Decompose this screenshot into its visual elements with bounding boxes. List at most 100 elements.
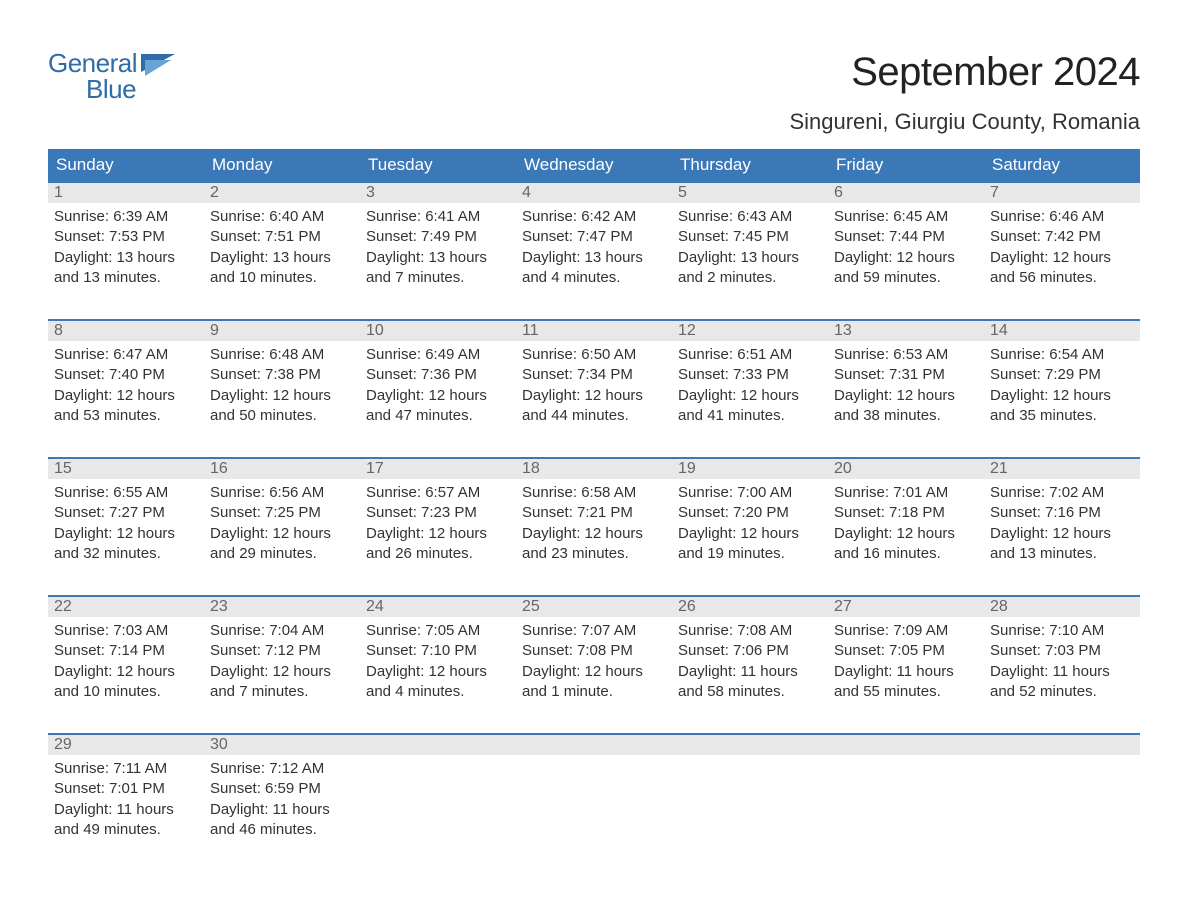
day-content: Sunrise: 6:40 AMSunset: 7:51 PMDaylight:… [204,203,360,292]
day-cell: 2Sunrise: 6:40 AMSunset: 7:51 PMDaylight… [204,183,360,301]
day-number: 11 [516,321,672,341]
day-number: 17 [360,459,516,479]
sunrise-text: Sunrise: 6:55 AM [54,483,198,503]
week-row: 29Sunrise: 7:11 AMSunset: 7:01 PMDayligh… [48,733,1140,853]
day-number: 4 [516,183,672,203]
daylight-text: Daylight: 11 hours and 52 minutes. [990,662,1134,703]
daylight-text: Daylight: 12 hours and 7 minutes. [210,662,354,703]
flag-icon [141,54,175,78]
weekday-header-row: Sunday Monday Tuesday Wednesday Thursday… [48,149,1140,181]
day-cell: 27Sunrise: 7:09 AMSunset: 7:05 PMDayligh… [828,597,984,715]
day-number: 24 [360,597,516,617]
day-number: 15 [48,459,204,479]
daylight-text: Daylight: 12 hours and 50 minutes. [210,386,354,427]
sunrise-text: Sunrise: 6:46 AM [990,207,1134,227]
daylight-text: Daylight: 11 hours and 49 minutes. [54,800,198,841]
day-number [828,735,984,755]
day-cell: 15Sunrise: 6:55 AMSunset: 7:27 PMDayligh… [48,459,204,577]
sunset-text: Sunset: 7:08 PM [522,641,666,661]
month-title: September 2024 [789,50,1140,95]
daylight-text: Daylight: 13 hours and 2 minutes. [678,248,822,289]
day-cell [984,735,1140,853]
daylight-text: Daylight: 12 hours and 47 minutes. [366,386,510,427]
week-row: 15Sunrise: 6:55 AMSunset: 7:27 PMDayligh… [48,457,1140,577]
day-number [360,735,516,755]
day-cell: 6Sunrise: 6:45 AMSunset: 7:44 PMDaylight… [828,183,984,301]
sunset-text: Sunset: 7:33 PM [678,365,822,385]
day-cell: 24Sunrise: 7:05 AMSunset: 7:10 PMDayligh… [360,597,516,715]
sunset-text: Sunset: 7:47 PM [522,227,666,247]
day-cell: 23Sunrise: 7:04 AMSunset: 7:12 PMDayligh… [204,597,360,715]
sunrise-text: Sunrise: 6:50 AM [522,345,666,365]
day-cell: 22Sunrise: 7:03 AMSunset: 7:14 PMDayligh… [48,597,204,715]
daylight-text: Daylight: 12 hours and 10 minutes. [54,662,198,703]
sunset-text: Sunset: 7:18 PM [834,503,978,523]
sunset-text: Sunset: 7:38 PM [210,365,354,385]
day-cell: 28Sunrise: 7:10 AMSunset: 7:03 PMDayligh… [984,597,1140,715]
day-cell: 21Sunrise: 7:02 AMSunset: 7:16 PMDayligh… [984,459,1140,577]
day-cell: 10Sunrise: 6:49 AMSunset: 7:36 PMDayligh… [360,321,516,439]
daylight-text: Daylight: 13 hours and 4 minutes. [522,248,666,289]
sunrise-text: Sunrise: 6:43 AM [678,207,822,227]
daylight-text: Daylight: 12 hours and 41 minutes. [678,386,822,427]
calendar: Sunday Monday Tuesday Wednesday Thursday… [48,149,1140,853]
location: Singureni, Giurgiu County, Romania [789,109,1140,135]
day-cell: 5Sunrise: 6:43 AMSunset: 7:45 PMDaylight… [672,183,828,301]
sunset-text: Sunset: 7:45 PM [678,227,822,247]
day-number: 8 [48,321,204,341]
sunset-text: Sunset: 7:23 PM [366,503,510,523]
sunrise-text: Sunrise: 6:53 AM [834,345,978,365]
sunset-text: Sunset: 7:03 PM [990,641,1134,661]
day-content: Sunrise: 6:49 AMSunset: 7:36 PMDaylight:… [360,341,516,430]
daylight-text: Daylight: 13 hours and 7 minutes. [366,248,510,289]
weekday-header: Monday [204,149,360,181]
sunrise-text: Sunrise: 6:56 AM [210,483,354,503]
day-cell: 4Sunrise: 6:42 AMSunset: 7:47 PMDaylight… [516,183,672,301]
day-content: Sunrise: 7:05 AMSunset: 7:10 PMDaylight:… [360,617,516,706]
day-content: Sunrise: 6:45 AMSunset: 7:44 PMDaylight:… [828,203,984,292]
daylight-text: Daylight: 12 hours and 38 minutes. [834,386,978,427]
sunrise-text: Sunrise: 6:41 AM [366,207,510,227]
sunrise-text: Sunrise: 6:58 AM [522,483,666,503]
day-number: 26 [672,597,828,617]
day-number: 9 [204,321,360,341]
brand-word2: Blue [86,76,137,102]
day-cell: 19Sunrise: 7:00 AMSunset: 7:20 PMDayligh… [672,459,828,577]
week-row: 8Sunrise: 6:47 AMSunset: 7:40 PMDaylight… [48,319,1140,439]
sunset-text: Sunset: 7:29 PM [990,365,1134,385]
day-number: 3 [360,183,516,203]
sunrise-text: Sunrise: 6:51 AM [678,345,822,365]
day-content: Sunrise: 6:58 AMSunset: 7:21 PMDaylight:… [516,479,672,568]
day-cell: 25Sunrise: 7:07 AMSunset: 7:08 PMDayligh… [516,597,672,715]
day-content: Sunrise: 6:46 AMSunset: 7:42 PMDaylight:… [984,203,1140,292]
day-number: 16 [204,459,360,479]
day-content: Sunrise: 6:54 AMSunset: 7:29 PMDaylight:… [984,341,1140,430]
sunset-text: Sunset: 7:25 PM [210,503,354,523]
day-number: 30 [204,735,360,755]
day-content: Sunrise: 7:08 AMSunset: 7:06 PMDaylight:… [672,617,828,706]
day-number: 28 [984,597,1140,617]
day-number: 10 [360,321,516,341]
day-content: Sunrise: 6:55 AMSunset: 7:27 PMDaylight:… [48,479,204,568]
sunrise-text: Sunrise: 7:04 AM [210,621,354,641]
day-content: Sunrise: 6:39 AMSunset: 7:53 PMDaylight:… [48,203,204,292]
daylight-text: Daylight: 12 hours and 23 minutes. [522,524,666,565]
daylight-text: Daylight: 12 hours and 16 minutes. [834,524,978,565]
weekday-header: Saturday [984,149,1140,181]
day-cell: 17Sunrise: 6:57 AMSunset: 7:23 PMDayligh… [360,459,516,577]
day-cell: 11Sunrise: 6:50 AMSunset: 7:34 PMDayligh… [516,321,672,439]
day-number: 7 [984,183,1140,203]
day-number [984,735,1140,755]
day-number: 19 [672,459,828,479]
sunrise-text: Sunrise: 7:12 AM [210,759,354,779]
daylight-text: Daylight: 12 hours and 19 minutes. [678,524,822,565]
sunset-text: Sunset: 7:12 PM [210,641,354,661]
day-cell: 18Sunrise: 6:58 AMSunset: 7:21 PMDayligh… [516,459,672,577]
sunrise-text: Sunrise: 7:08 AM [678,621,822,641]
daylight-text: Daylight: 12 hours and 26 minutes. [366,524,510,565]
sunset-text: Sunset: 7:42 PM [990,227,1134,247]
sunset-text: Sunset: 7:49 PM [366,227,510,247]
daylight-text: Daylight: 12 hours and 56 minutes. [990,248,1134,289]
sunrise-text: Sunrise: 7:07 AM [522,621,666,641]
day-cell: 7Sunrise: 6:46 AMSunset: 7:42 PMDaylight… [984,183,1140,301]
